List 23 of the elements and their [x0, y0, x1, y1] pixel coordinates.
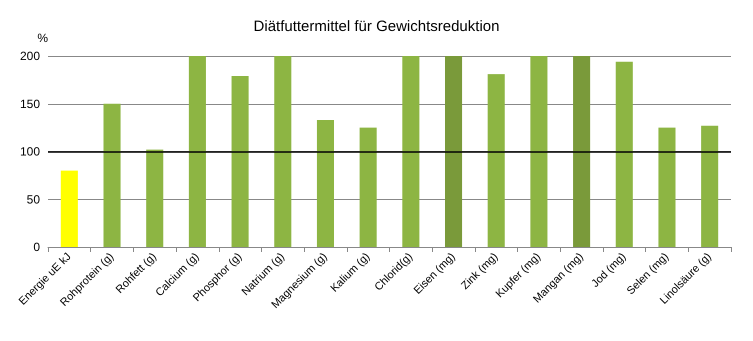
- chart-title: Diätfuttermittel für Gewichtsreduktion: [254, 18, 500, 35]
- bar: [658, 128, 676, 247]
- bar: [60, 170, 78, 247]
- y-axis-title: %: [37, 31, 48, 45]
- bar: [103, 104, 121, 247]
- bar: [573, 56, 590, 247]
- bar: [232, 76, 249, 247]
- bar: [146, 150, 164, 247]
- bar: [530, 56, 548, 247]
- bar: [402, 56, 420, 247]
- y-tick-label: 200: [20, 49, 40, 63]
- bar: [274, 56, 292, 247]
- bar: [616, 62, 633, 247]
- bar: [316, 120, 334, 247]
- y-tick-label: 100: [20, 144, 40, 158]
- y-tick-label: 0: [33, 240, 40, 254]
- bar: [360, 128, 377, 247]
- bar: [488, 74, 505, 247]
- bar: [701, 126, 718, 247]
- y-tick-label: 150: [20, 96, 40, 111]
- bar: [188, 56, 206, 247]
- bar: [444, 56, 462, 247]
- y-tick-label: 50: [26, 192, 40, 206]
